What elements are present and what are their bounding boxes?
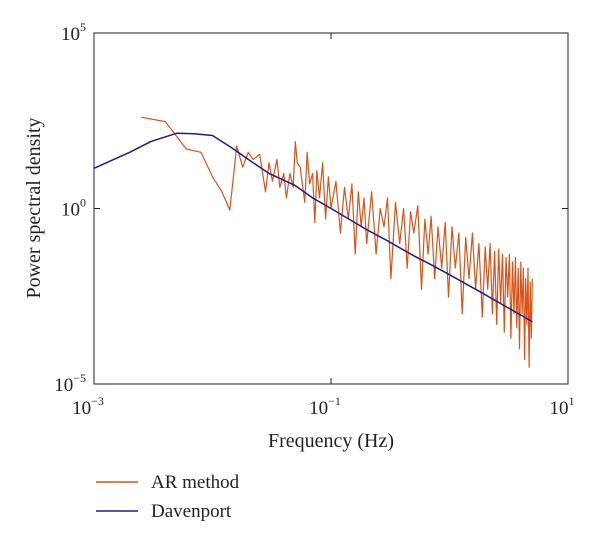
y-tick-label: 105 (61, 20, 86, 45)
series-line-ar-method (141, 116, 533, 368)
legend-label-ar-method: AR method (151, 472, 240, 493)
series-line-davenport (94, 132, 533, 323)
y-tick-label: 100 (61, 196, 86, 221)
series-layer (94, 116, 533, 368)
legend-label-davenport: Davenport (151, 501, 232, 522)
x-tick-label: 101 (550, 394, 575, 419)
x-axis-title: Frequency (Hz) (268, 430, 394, 452)
y-axis-title: Power spectral density (23, 117, 45, 298)
x-tick-label: 10−3 (72, 394, 104, 419)
y-tick-label: 10−5 (54, 371, 86, 396)
ticks-layer: 10−3 10−1 101 105 100 10−5 (54, 20, 574, 419)
legend: AR method Davenport (96, 472, 240, 522)
x-tick-label: 10−1 (309, 394, 341, 419)
